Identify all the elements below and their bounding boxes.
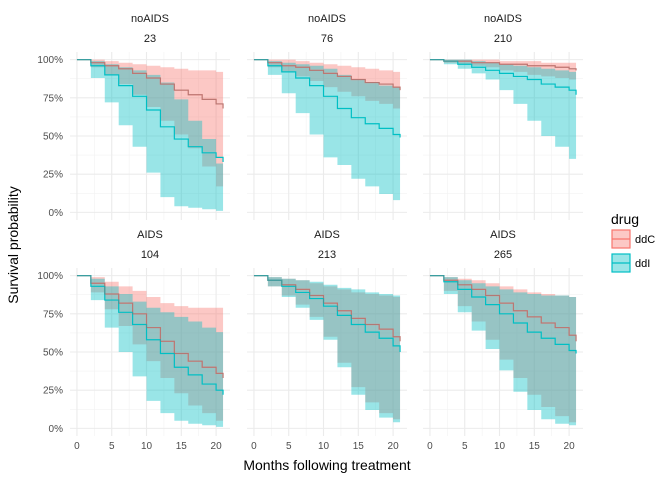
survival-line-ddi — [76, 59, 224, 162]
x-axis-title: Months following treatment — [243, 457, 410, 473]
survival-line-shade — [429, 59, 577, 71]
facet-col-label: 76 — [321, 33, 333, 45]
confidence-band-ddc — [429, 275, 577, 424]
facet-panel: noAIDS 23 0% 25% 50% 75% 100% — [37, 13, 230, 220]
confidence-band-ddc — [76, 275, 224, 423]
y-tick-label: 50% — [43, 132, 63, 143]
y-tick-label: 0% — [49, 424, 64, 435]
survival-line-ddi — [429, 59, 577, 95]
panels-layer: noAIDS230%25%50%75%100%noAIDS76noAIDS210… — [37, 13, 583, 452]
facet-col-label: 23 — [144, 33, 156, 45]
facet-panel: noAIDS 210 — [423, 13, 583, 220]
legend-entry: ddI — [611, 253, 650, 273]
facet-panel: noAIDS 76 — [247, 13, 407, 220]
y-tick-label: 75% — [43, 93, 63, 104]
x-tick-label: 5 — [462, 441, 468, 452]
y-tick-label: 25% — [43, 170, 63, 181]
legend: drug ddC ddI — [611, 211, 655, 273]
y-tick-label: 0% — [49, 208, 64, 219]
y-tick-label: 75% — [43, 309, 63, 320]
x-tick-label: 5 — [109, 441, 115, 452]
facet-col-label: 213 — [318, 249, 336, 261]
y-axis-title: Survival probability — [5, 186, 21, 304]
x-tick-label: 0 — [427, 441, 433, 452]
y-tick-label: 100% — [37, 55, 63, 66]
survival-line-shade — [76, 275, 224, 378]
facet-row-label: AIDS — [314, 229, 340, 241]
facet-col-label: 265 — [494, 249, 512, 261]
confidence-band-ddc — [429, 59, 577, 82]
facet-panel: AIDS 265 0 5 10 15 20 — [423, 229, 583, 452]
x-tick-label: 15 — [529, 441, 541, 452]
survival-line-shade — [429, 275, 577, 342]
y-tick-label: 25% — [43, 386, 63, 397]
confidence-band-ddi — [253, 59, 401, 204]
x-tick-label: 0 — [74, 441, 80, 452]
legend-entry: ddC — [611, 229, 655, 249]
x-tick-label: 20 — [211, 441, 223, 452]
survival-line-ddi — [253, 59, 401, 138]
facet-panel: AIDS 104 0% 25% 50% 75% 100% 0 5 10 15 20 — [37, 229, 230, 452]
confidence-band-ddi — [76, 59, 224, 211]
confidence-band-ddc — [253, 275, 401, 423]
survival-line-shade — [253, 275, 401, 342]
confidence-band-ddi — [253, 275, 401, 424]
x-tick-label: 5 — [286, 441, 292, 452]
legend-label-ddc: ddC — [635, 234, 655, 246]
facet-row-label: noAIDS — [308, 13, 346, 25]
y-tick-label: 100% — [37, 271, 63, 282]
legend-label-ddi: ddI — [635, 258, 650, 270]
survival-line-shade — [76, 59, 224, 109]
confidence-band-ddi — [429, 59, 577, 182]
facet-panel: AIDS 213 0 5 10 15 20 — [247, 229, 407, 452]
x-tick-label: 15 — [353, 441, 365, 452]
facet-col-label: 210 — [494, 33, 512, 45]
survival-line-ddi — [429, 275, 577, 354]
facet-col-label: 104 — [141, 249, 159, 261]
x-tick-label: 10 — [494, 441, 506, 452]
x-tick-label: 20 — [564, 441, 576, 452]
confidence-band-ddi — [429, 275, 577, 427]
confidence-band-ddi — [76, 275, 224, 427]
x-tick-label: 0 — [251, 441, 257, 452]
facet-row-label: AIDS — [137, 229, 163, 241]
x-tick-label: 10 — [141, 441, 153, 452]
confidence-band-ddc — [76, 59, 224, 198]
x-tick-label: 20 — [388, 441, 400, 452]
x-tick-label: 15 — [176, 441, 188, 452]
y-tick-label: 50% — [43, 348, 63, 359]
legend-title: drug — [611, 211, 639, 227]
facet-row-label: AIDS — [490, 229, 516, 241]
facet-row-label: noAIDS — [484, 13, 522, 25]
x-tick-label: 10 — [318, 441, 330, 452]
confidence-band-ddc — [253, 59, 401, 112]
facet-row-label: noAIDS — [131, 13, 169, 25]
survival-line-shade — [253, 59, 401, 91]
